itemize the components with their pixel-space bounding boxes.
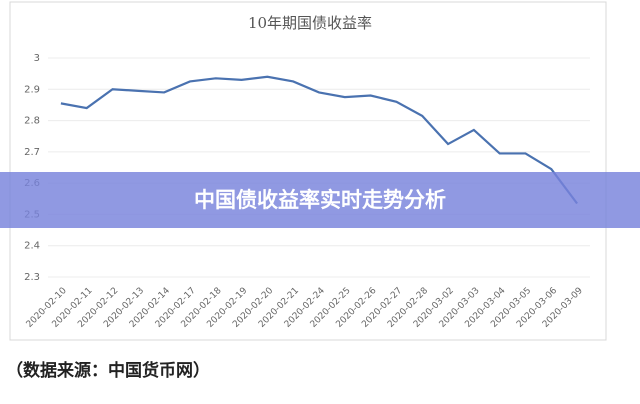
y-tick-label: 2.4 — [24, 241, 40, 252]
source-note: （数据来源：中国货币网） — [6, 360, 210, 381]
banner-band — [0, 172, 640, 228]
chart-title: 10年期国债收益率 — [248, 14, 372, 32]
y-tick-label: 2.3 — [24, 272, 40, 283]
y-tick-label: 2.8 — [24, 116, 40, 127]
y-tick-label: 2.7 — [24, 147, 40, 158]
y-tick-label: 3 — [34, 53, 40, 64]
y-tick-label: 2.9 — [24, 84, 40, 95]
data-line — [60, 75, 578, 205]
chart-frame — [9, 1, 607, 341]
banner-text: 中国债收益率实时走势分析 — [194, 188, 446, 212]
